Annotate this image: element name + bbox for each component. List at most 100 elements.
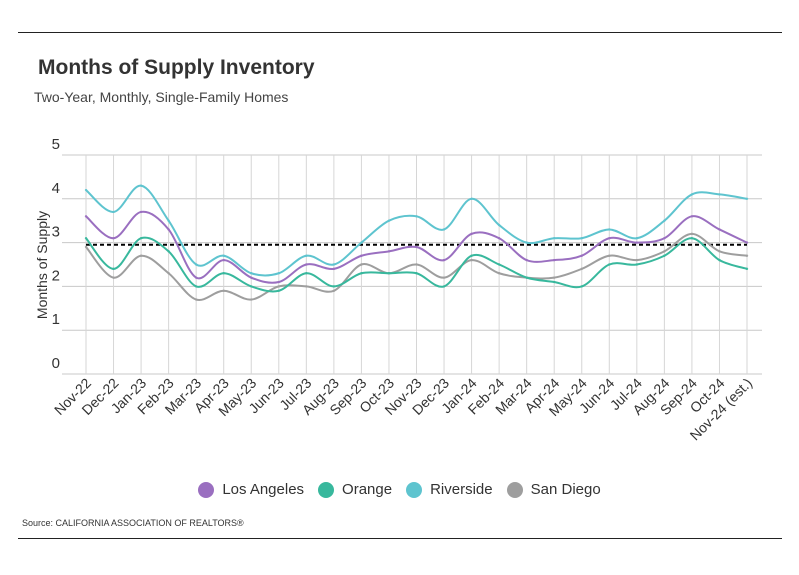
data-point: [277, 289, 280, 292]
data-point: [663, 250, 666, 253]
data-point: [250, 298, 253, 301]
data-point: [139, 237, 143, 240]
legend: Los Angeles Orange Riverside San Diego: [0, 481, 799, 498]
data-point: [663, 254, 666, 257]
data-point: [139, 184, 143, 187]
data-point: [470, 197, 473, 200]
data-point: [745, 254, 749, 257]
data-point: [442, 285, 446, 288]
x-tick-labels: Nov-22Dec-22Jan-23Feb-23Mar-23Apr-23May-…: [51, 375, 755, 444]
data-point: [553, 237, 556, 240]
data-point: [167, 272, 170, 275]
data-point: [305, 263, 308, 266]
legend-item: San Diego: [506, 481, 601, 498]
data-point: [470, 232, 473, 236]
data-point: [139, 210, 143, 214]
data-point: [718, 228, 721, 231]
data-point: [497, 237, 501, 240]
data-point: [525, 241, 528, 244]
legend-item: Orange: [318, 481, 392, 498]
data-point: [387, 219, 391, 222]
data-point: [250, 285, 253, 288]
data-point: [718, 250, 721, 253]
data-point: [608, 263, 611, 266]
data-point: [580, 237, 583, 240]
legend-label-riverside: Riverside: [430, 481, 493, 498]
data-point: [360, 263, 363, 266]
y-tick-label: 4: [52, 180, 60, 197]
y-tick-labels: 0 1 2 3 4 5: [52, 136, 60, 372]
data-point: [360, 241, 363, 244]
data-point: [718, 193, 721, 196]
data-point: [690, 232, 694, 236]
data-point: [663, 219, 666, 222]
y-tick-label: 2: [52, 267, 60, 284]
data-point: [635, 241, 639, 244]
data-point: [112, 276, 115, 279]
data-point: [608, 228, 611, 231]
data-point: [497, 263, 501, 266]
data-point: [442, 276, 446, 279]
chart-title: Months of Supply Inventory: [38, 56, 315, 79]
data-point: [222, 258, 225, 262]
data-point: [387, 250, 391, 253]
data-point: [305, 285, 308, 288]
legend-label-orange: Orange: [342, 481, 393, 498]
data-point: [415, 215, 418, 218]
data-point: [608, 254, 611, 257]
data-point: [470, 254, 473, 257]
grid-lines: [62, 154, 762, 375]
data-point: [415, 263, 418, 266]
data-point: [305, 254, 308, 257]
y-tick-label: 3: [52, 224, 60, 241]
legend-label-san-diego: San Diego: [530, 481, 601, 498]
data-point: [222, 272, 225, 275]
data-point: [167, 250, 170, 253]
data-point: [497, 223, 501, 227]
chart-subtitle: Two-Year, Monthly, Single-Family Homes: [34, 89, 289, 105]
y-tick-label: 5: [52, 136, 60, 153]
data-point: [360, 272, 363, 275]
data-point: [415, 245, 418, 249]
data-point: [663, 237, 666, 240]
legend-label-los-angeles: Los Angeles: [222, 481, 305, 498]
source-note: Source: CALIFORNIA ASSOCIATION OF REALTO…: [22, 518, 244, 528]
data-point: [332, 285, 336, 288]
data-point: [553, 276, 556, 279]
legend-swatch-los-angeles: [198, 481, 215, 498]
data-point: [84, 188, 88, 192]
data-point: [194, 263, 198, 266]
data-point: [194, 276, 198, 279]
data-point: [332, 289, 336, 292]
legend-item: Riverside: [406, 481, 493, 498]
data-point: [525, 258, 528, 262]
data-point: [580, 254, 583, 257]
data-point: [387, 272, 391, 275]
y-tick-label: 1: [52, 311, 60, 328]
data-point: [332, 267, 336, 271]
top-rule: [18, 32, 782, 33]
data-point: [277, 280, 280, 284]
data-point: [497, 272, 501, 275]
data-point: [580, 285, 583, 288]
legend-swatch-riverside: [406, 481, 423, 498]
data-point: [167, 219, 170, 222]
data-point: [332, 263, 336, 266]
data-point: [442, 228, 446, 231]
data-point: [277, 272, 280, 275]
data-point: [112, 267, 115, 271]
data-point: [525, 276, 528, 279]
data-point: [84, 245, 88, 249]
y-tick-label: 0: [52, 355, 60, 372]
legend-swatch-orange: [318, 481, 335, 498]
legend-item: Los Angeles: [198, 481, 304, 498]
data-point: [442, 258, 446, 262]
data-point: [745, 197, 749, 200]
data-point: [305, 272, 308, 275]
data-point: [139, 254, 143, 257]
data-point: [194, 285, 198, 288]
data-point: [194, 298, 198, 301]
data-point: [84, 215, 88, 218]
data-point: [553, 280, 556, 284]
